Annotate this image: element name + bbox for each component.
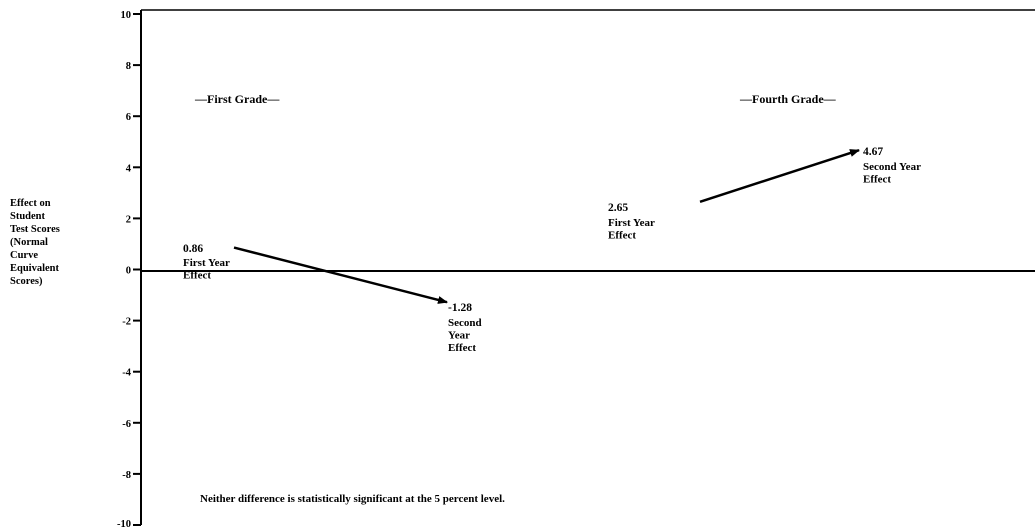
- text-line: Second Year: [863, 161, 921, 173]
- y-tick-label: 4: [126, 163, 132, 174]
- y-tick-label: 6: [126, 112, 131, 123]
- y-tick-label: 0: [126, 266, 131, 277]
- first-grade-second-year-value: -1.28: [448, 302, 472, 314]
- y-tick-label: 10: [121, 10, 132, 21]
- y-tick-label: -4: [122, 368, 131, 379]
- text-line: Effect: [448, 342, 476, 354]
- text-line: Effect: [183, 270, 211, 282]
- text-line: Second: [448, 317, 482, 329]
- fourth-grade-second-year-value: 4.67: [863, 146, 883, 158]
- first-grade-second-year-label: Second Year Effect: [448, 317, 482, 354]
- text-line: First Year: [183, 257, 230, 269]
- text-line: Effect: [608, 230, 636, 242]
- text-line: Effect: [863, 174, 891, 186]
- first-grade-change-arrow: [233, 246, 448, 304]
- text-line: First Year: [608, 217, 655, 229]
- text-line: (Normal: [10, 237, 48, 248]
- y-tick-label: 2: [126, 214, 131, 225]
- text-line: Equivalent: [10, 263, 60, 274]
- y-ticks: 10 8 6 4 2 0 -2 -4 -6 -8 -10: [117, 10, 141, 529]
- first-grade-first-year-label: First Year Effect: [183, 257, 230, 282]
- y-tick-label: -8: [122, 470, 131, 481]
- y-tick-label: -10: [117, 519, 131, 529]
- text-line: Test Scores: [10, 224, 60, 235]
- text-line: Curve: [10, 250, 38, 261]
- text-line: Year: [448, 330, 470, 342]
- text-line: Student: [10, 211, 46, 222]
- text-line: Scores): [10, 276, 43, 287]
- fourth-grade-change-arrow: [699, 148, 860, 203]
- fourth-grade-second-year-label: Second Year Effect: [863, 161, 921, 186]
- text-line: Effect on: [10, 198, 51, 209]
- first-grade-first-year-value: 0.86: [183, 243, 203, 255]
- y-axis-label: Effect on Student Test Scores (Normal Curve E…: [10, 198, 60, 287]
- y-tick-label: -6: [122, 419, 131, 430]
- group-title-first-grade: —First Grade—: [194, 92, 280, 106]
- fourth-grade-first-year-label: First Year Effect: [608, 217, 655, 242]
- y-tick-label: -2: [122, 317, 131, 328]
- fourth-grade-first-year-value: 2.65: [608, 202, 628, 214]
- group-title-fourth-grade: —Fourth Grade—: [739, 92, 837, 106]
- y-tick-label: 8: [126, 61, 131, 72]
- footnote: Neither difference is statistically sign…: [200, 493, 505, 505]
